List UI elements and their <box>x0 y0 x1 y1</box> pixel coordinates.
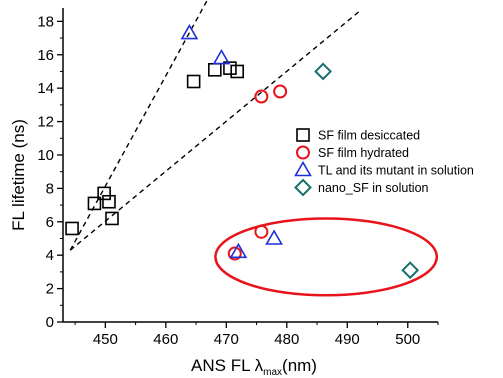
x-tick-label: 500 <box>395 331 420 348</box>
y-tick-label: 14 <box>37 80 54 97</box>
x-tick-label: 490 <box>335 331 360 348</box>
trend-lines <box>69 0 360 251</box>
point-square-6 <box>186 74 201 89</box>
y-tick-label: 16 <box>37 47 54 64</box>
point-triangle-1 <box>180 23 199 40</box>
legend-label-4: nano_SF in solution <box>318 181 429 195</box>
y-tick-label: 4 <box>46 247 54 264</box>
x-axis-label: ANS FL λmax(nm) <box>191 356 317 378</box>
point-circle-4 <box>254 224 269 239</box>
legend-label-2: SF film hydrated <box>318 146 409 160</box>
x-axis-label-main: ANS FL λ <box>191 356 264 375</box>
x-axis-label-sub: max <box>263 367 282 378</box>
x-tick-label: 470 <box>214 331 239 348</box>
point-square-4 <box>102 194 116 209</box>
y-tick-label: 0 <box>46 314 54 331</box>
point-diamond-2 <box>401 261 420 280</box>
x-tick-label: 480 <box>274 331 299 348</box>
axes: 450 460 470 480 490 500 0 2 4 6 8 10 12 14 16 18 <box>37 8 439 348</box>
point-square-8 <box>223 61 237 75</box>
legend-label-1: SF film desiccated <box>318 129 420 143</box>
legend-marker-diamond <box>294 178 312 197</box>
y-tick-label: 6 <box>46 214 54 231</box>
x-axis-label-unit: (nm) <box>282 356 317 375</box>
annotations <box>214 217 439 297</box>
y-axis-label: FL lifetime (ns) <box>9 119 28 231</box>
y-tick-label: 2 <box>46 281 54 298</box>
y-tick-label: 12 <box>37 114 54 131</box>
point-square-7 <box>208 62 222 77</box>
point-square-5 <box>105 211 119 226</box>
legend: SF film desiccated SF film hydrated TL and… <box>288 125 501 197</box>
x-tick-label: 460 <box>153 331 178 348</box>
point-triangle-3 <box>229 242 248 259</box>
point-circle-3 <box>227 246 242 261</box>
highlight-ellipse-1 <box>214 217 439 297</box>
data-points <box>65 23 420 280</box>
point-circle-1 <box>254 89 269 104</box>
point-square-2 <box>87 196 102 211</box>
y-tick-label: 8 <box>46 180 54 197</box>
legend-label-3: TL and its mutant in solution <box>318 164 474 178</box>
y-tick-label: 10 <box>37 147 54 164</box>
point-diamond-1 <box>314 62 332 81</box>
point-square-9 <box>230 64 244 79</box>
trend-line-1 <box>69 0 209 251</box>
point-circle-2 <box>273 84 288 99</box>
legend-marker-square <box>296 128 310 142</box>
legend-marker-triangle <box>294 160 312 177</box>
x-tick-label: 450 <box>93 331 118 348</box>
point-triangle-4 <box>265 229 283 245</box>
point-square-1 <box>65 221 79 236</box>
point-triangle-2 <box>212 49 231 65</box>
point-square-3 <box>97 186 111 201</box>
legend-marker-circle <box>296 145 310 160</box>
legend-box <box>288 125 501 197</box>
y-tick-label: 18 <box>37 13 54 30</box>
